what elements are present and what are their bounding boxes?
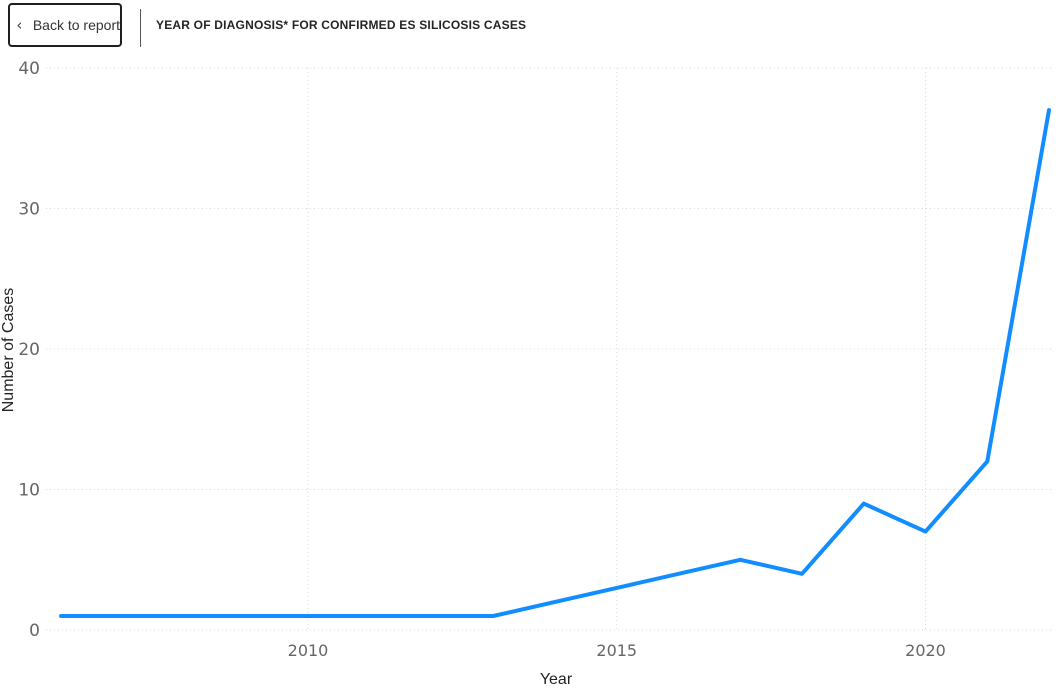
y-tick-label: 30 xyxy=(18,200,40,220)
x-tick-label: 2020 xyxy=(905,641,946,660)
header-divider xyxy=(140,9,141,47)
back-to-report-button[interactable]: ‹ Back to report xyxy=(8,3,122,47)
x-tick-label: 2010 xyxy=(288,641,329,660)
chevron-left-icon: ‹ xyxy=(16,16,23,34)
y-tick-label: 10 xyxy=(18,481,40,501)
y-tick-label: 0 xyxy=(29,621,40,641)
back-to-report-label: Back to report xyxy=(32,17,120,33)
y-axis-title: Number of Cases xyxy=(0,288,17,413)
report-header: ‹ Back to report YEAR OF DIAGNOSIS* FOR … xyxy=(0,0,1058,56)
y-tick-label: 20 xyxy=(18,340,40,360)
chart-title: YEAR OF DIAGNOSIS* FOR CONFIRMED ES SILI… xyxy=(156,18,527,32)
x-axis-title: Year xyxy=(540,671,573,688)
x-tick-label: 2015 xyxy=(596,641,637,660)
series-line xyxy=(59,108,1051,618)
y-tick-label: 40 xyxy=(18,59,40,79)
